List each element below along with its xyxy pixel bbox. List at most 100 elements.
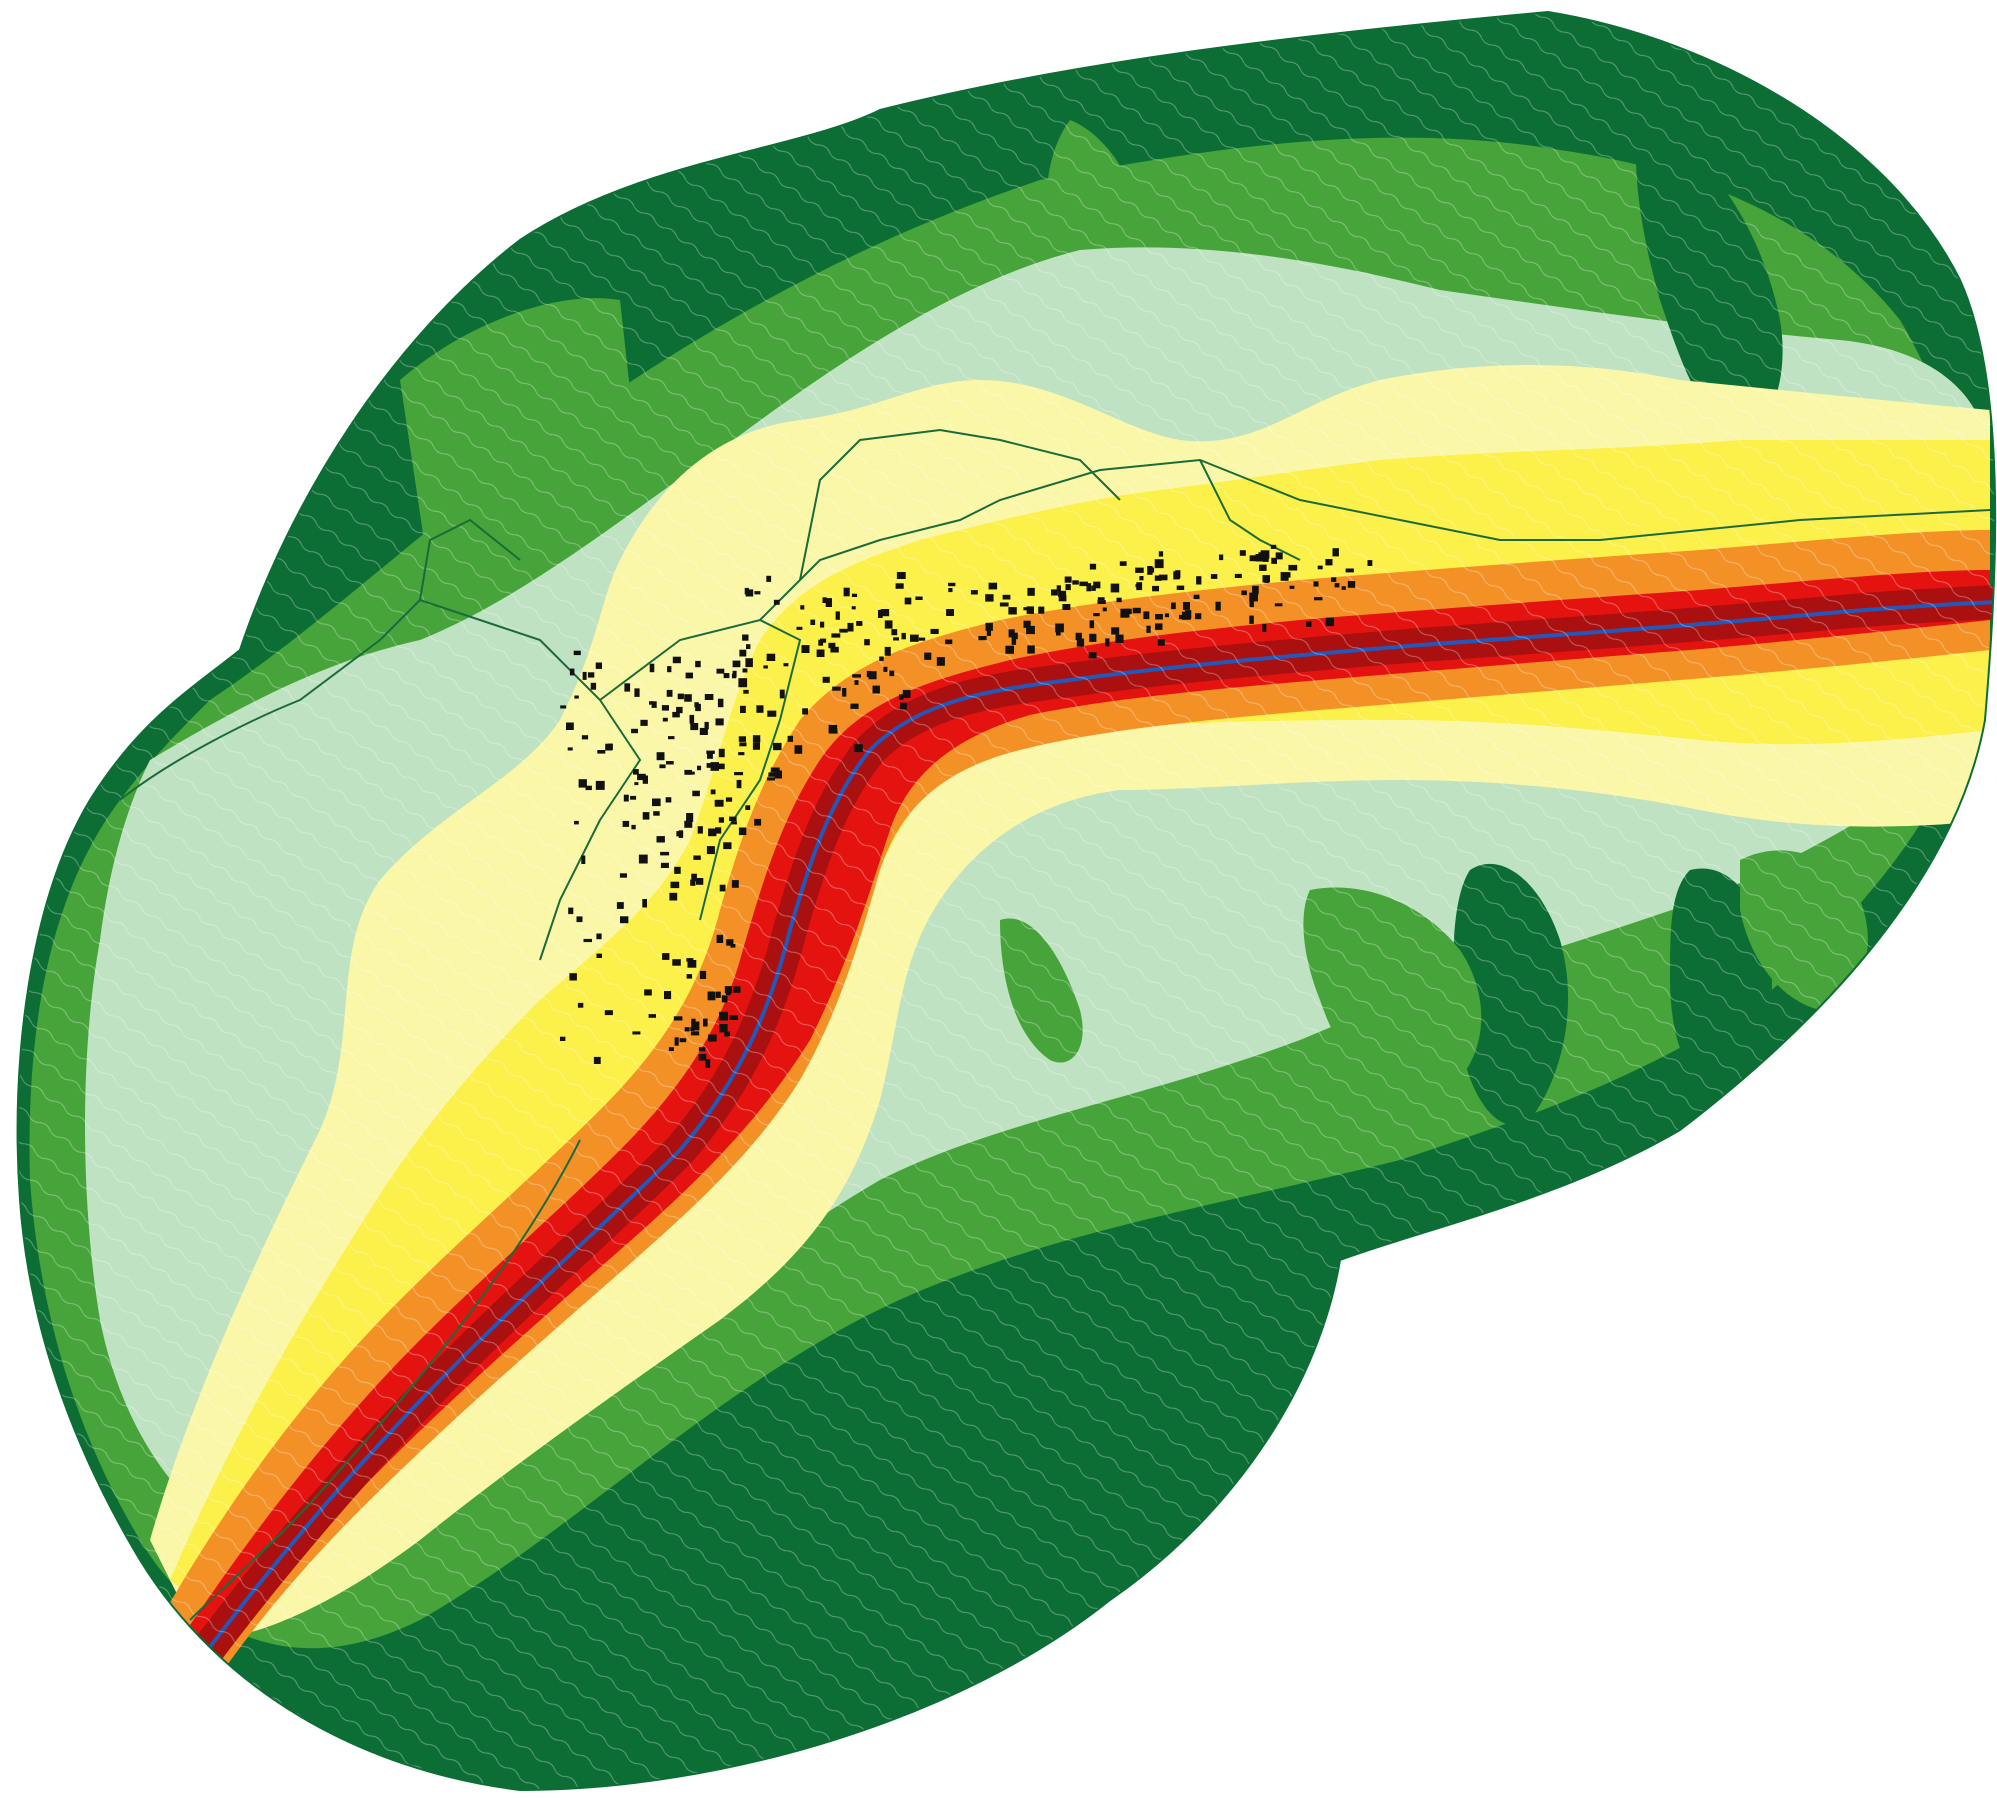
building [718, 817, 724, 823]
building [1271, 557, 1277, 564]
building [716, 934, 724, 943]
building [828, 642, 836, 649]
building [708, 828, 717, 837]
building [573, 650, 581, 656]
building [624, 683, 631, 692]
building [595, 780, 605, 790]
building [1051, 589, 1058, 596]
building [745, 658, 753, 668]
building [673, 1016, 683, 1021]
building [854, 744, 863, 753]
building [843, 587, 850, 597]
building [686, 813, 694, 822]
building [596, 933, 602, 940]
building [770, 767, 780, 773]
building [1143, 611, 1150, 620]
building [703, 1018, 708, 1027]
building [1119, 561, 1127, 566]
building [766, 653, 776, 661]
building [1089, 563, 1097, 570]
building [640, 719, 648, 726]
building [668, 1047, 674, 1051]
building [676, 831, 684, 837]
building [1055, 623, 1064, 633]
building [1345, 568, 1354, 573]
building [794, 745, 803, 754]
building [1154, 575, 1162, 581]
building [670, 881, 680, 889]
building [1241, 590, 1247, 596]
building [1239, 550, 1246, 556]
building [1252, 585, 1259, 595]
building [1255, 554, 1264, 562]
building [1306, 621, 1312, 627]
building [810, 619, 816, 625]
building [691, 873, 697, 882]
building [604, 1010, 613, 1016]
building [1193, 594, 1200, 599]
building [752, 735, 761, 743]
building [1093, 613, 1100, 617]
building [828, 724, 838, 734]
building [619, 873, 627, 878]
building [1089, 620, 1095, 629]
building [674, 1037, 679, 1046]
building [690, 879, 696, 886]
building [630, 795, 637, 800]
building [687, 960, 697, 968]
building [1157, 639, 1165, 646]
building [1026, 625, 1035, 635]
building [948, 588, 953, 593]
building [719, 1011, 728, 1021]
building [1325, 559, 1333, 566]
building [595, 662, 602, 669]
building [1196, 576, 1202, 585]
building [1072, 580, 1079, 585]
building [1347, 581, 1356, 588]
building [1270, 544, 1277, 549]
building [715, 718, 724, 726]
building [851, 593, 858, 597]
building [901, 632, 906, 640]
building [854, 680, 859, 685]
building [1064, 576, 1072, 583]
building [633, 769, 639, 775]
building [719, 884, 726, 892]
building [677, 693, 684, 700]
building [718, 748, 725, 758]
building [850, 703, 859, 709]
building [895, 583, 904, 589]
building [847, 622, 854, 632]
building [605, 743, 613, 751]
building [637, 773, 646, 781]
building [884, 646, 891, 656]
building-footprints [560, 544, 1373, 1068]
building [1215, 601, 1221, 611]
building [710, 789, 716, 795]
building [774, 770, 782, 779]
building [684, 694, 692, 702]
building [674, 866, 681, 874]
building [1075, 632, 1082, 641]
building [756, 705, 764, 713]
building [665, 797, 672, 803]
building [978, 636, 987, 641]
building [1234, 573, 1242, 578]
building [577, 1002, 584, 1008]
building [902, 689, 911, 698]
building [731, 880, 739, 888]
building [1116, 597, 1122, 603]
building [1367, 560, 1373, 566]
building [872, 685, 880, 694]
building [910, 634, 919, 642]
building [1159, 574, 1168, 581]
building [736, 779, 742, 789]
building [706, 750, 715, 754]
building [1011, 632, 1018, 640]
building [1079, 581, 1088, 587]
building [985, 622, 993, 631]
building [686, 958, 694, 962]
building [880, 609, 890, 617]
building [1023, 620, 1031, 628]
building [1008, 607, 1017, 615]
